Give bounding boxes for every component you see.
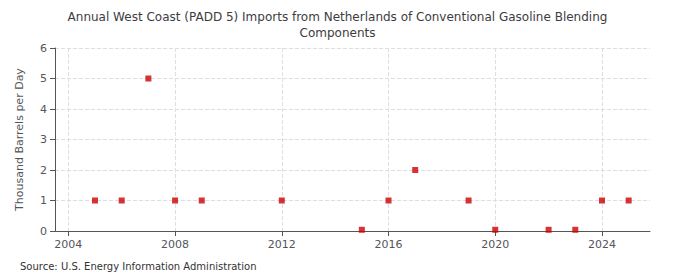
svg-text:2008: 2008 bbox=[161, 238, 189, 251]
svg-text:Source: U.S. Energy Informatio: Source: U.S. Energy Information Administ… bbox=[20, 261, 257, 272]
svg-text:6: 6 bbox=[40, 42, 47, 55]
svg-text:2004: 2004 bbox=[54, 238, 82, 251]
svg-text:1: 1 bbox=[40, 194, 47, 207]
svg-text:0: 0 bbox=[40, 225, 47, 238]
svg-text:Annual West Coast (PADD 5) Imp: Annual West Coast (PADD 5) Imports from … bbox=[68, 10, 608, 24]
svg-text:Thousand Barrels per Day: Thousand Barrels per Day bbox=[13, 68, 26, 212]
svg-text:2: 2 bbox=[40, 164, 47, 177]
svg-text:2016: 2016 bbox=[375, 238, 403, 251]
svg-text:2012: 2012 bbox=[268, 238, 296, 251]
svg-text:2024: 2024 bbox=[588, 238, 616, 251]
svg-text:2020: 2020 bbox=[481, 238, 509, 251]
svg-text:Components: Components bbox=[300, 26, 376, 40]
svg-text:3: 3 bbox=[40, 133, 47, 146]
svg-text:5: 5 bbox=[40, 72, 47, 85]
svg-text:4: 4 bbox=[40, 103, 47, 116]
